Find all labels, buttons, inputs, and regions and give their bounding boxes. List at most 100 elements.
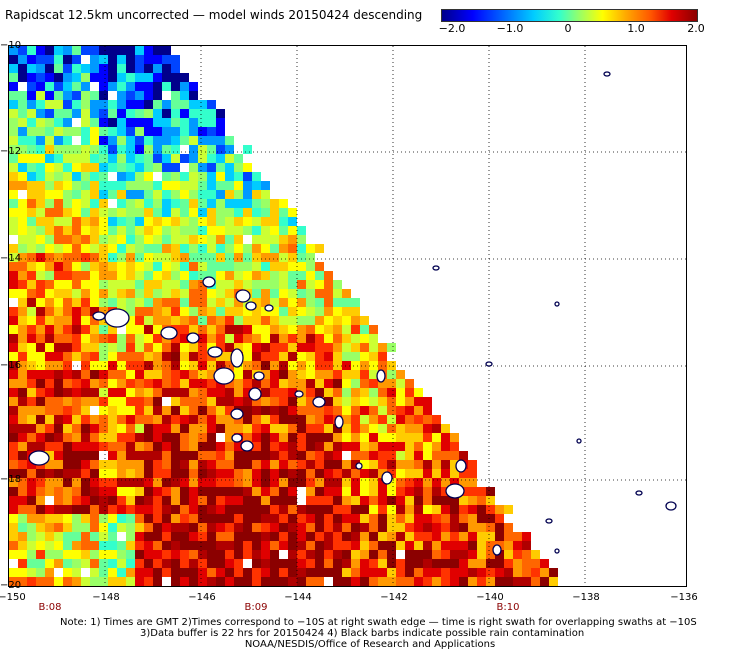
- wind-pixel: [171, 343, 180, 352]
- wind-pixel: [180, 316, 189, 325]
- wind-pixel: [126, 442, 135, 451]
- wind-pixel: [387, 577, 396, 586]
- wind-pixel: [144, 568, 153, 577]
- wind-pixel: [180, 370, 189, 379]
- wind-pixel: [9, 181, 18, 190]
- wind-pixel: [162, 568, 171, 577]
- wind-pixel: [27, 280, 36, 289]
- wind-pixel: [468, 505, 477, 514]
- wind-pixel: [342, 550, 351, 559]
- wind-pixel: [216, 280, 225, 289]
- wind-pixel: [306, 298, 315, 307]
- wind-pixel: [207, 262, 216, 271]
- wind-pixel: [234, 325, 243, 334]
- wind-pixel: [468, 568, 477, 577]
- wind-pixel: [549, 568, 558, 577]
- wind-pixel: [405, 397, 414, 406]
- wind-pixel: [279, 460, 288, 469]
- wind-pixel: [333, 289, 342, 298]
- wind-pixel: [162, 550, 171, 559]
- wind-pixel: [288, 568, 297, 577]
- wind-pixel: [126, 523, 135, 532]
- wind-pixel: [18, 496, 27, 505]
- wind-pixel: [135, 379, 144, 388]
- wind-pixel: [90, 154, 99, 163]
- wind-pixel: [234, 496, 243, 505]
- wind-pixel: [207, 226, 216, 235]
- wind-pixel: [126, 352, 135, 361]
- wind-pixel: [198, 415, 207, 424]
- wind-pixel: [153, 343, 162, 352]
- wind-pixel: [45, 505, 54, 514]
- wind-pixel: [324, 406, 333, 415]
- wind-pixel: [54, 307, 63, 316]
- wind-pixel: [441, 469, 450, 478]
- wind-pixel: [333, 469, 342, 478]
- wind-pixel: [135, 127, 144, 136]
- wind-pixel: [234, 172, 243, 181]
- wind-pixel: [126, 82, 135, 91]
- wind-pixel: [243, 469, 252, 478]
- wind-pixel: [216, 568, 225, 577]
- wind-pixel: [9, 424, 18, 433]
- wind-pixel: [117, 109, 126, 118]
- colorbar-tick: −1.0: [496, 22, 524, 35]
- wind-pixel: [477, 505, 486, 514]
- wind-pixel: [342, 307, 351, 316]
- wind-pixel: [90, 91, 99, 100]
- wind-pixel: [63, 244, 72, 253]
- wind-pixel: [108, 136, 117, 145]
- wind-pixel: [432, 424, 441, 433]
- wind-pixel: [342, 334, 351, 343]
- wind-pixel: [126, 550, 135, 559]
- wind-pixel: [45, 280, 54, 289]
- wind-pixel: [243, 424, 252, 433]
- wind-pixel: [225, 163, 234, 172]
- wind-pixel: [144, 343, 153, 352]
- wind-pixel: [162, 100, 171, 109]
- wind-pixel: [180, 415, 189, 424]
- wind-pixel: [45, 523, 54, 532]
- wind-pixel: [342, 568, 351, 577]
- wind-pixel: [495, 577, 504, 586]
- wind-pixel: [180, 244, 189, 253]
- wind-pixel: [108, 406, 117, 415]
- wind-pixel: [297, 577, 306, 586]
- wind-pixel: [54, 514, 63, 523]
- wind-pixel: [234, 316, 243, 325]
- wind-pixel: [216, 145, 225, 154]
- wind-pixel: [180, 496, 189, 505]
- wind-pixel: [81, 127, 90, 136]
- wind-pixel: [288, 208, 297, 217]
- wind-pixel: [126, 289, 135, 298]
- wind-pixel: [171, 235, 180, 244]
- island-outline: [334, 415, 344, 429]
- wind-pixel: [63, 379, 72, 388]
- wind-pixel: [54, 316, 63, 325]
- wind-pixel: [288, 433, 297, 442]
- wind-pixel: [351, 406, 360, 415]
- wind-pixel: [252, 307, 261, 316]
- wind-pixel: [387, 460, 396, 469]
- wind-pixel: [9, 163, 18, 172]
- wind-pixel: [405, 487, 414, 496]
- wind-pixel: [450, 577, 459, 586]
- wind-pixel: [369, 568, 378, 577]
- wind-pixel: [459, 523, 468, 532]
- wind-pixel: [387, 469, 396, 478]
- wind-pixel: [144, 298, 153, 307]
- wind-pixel: [99, 82, 108, 91]
- wind-pixel: [279, 559, 288, 568]
- wind-pixel: [99, 478, 108, 487]
- wind-pixel: [180, 379, 189, 388]
- wind-pixel: [126, 406, 135, 415]
- wind-pixel: [459, 478, 468, 487]
- wind-pixel: [405, 577, 414, 586]
- wind-pixel: [342, 424, 351, 433]
- wind-pixel: [189, 352, 198, 361]
- wind-pixel: [297, 469, 306, 478]
- wind-pixel: [153, 307, 162, 316]
- wind-pixel: [108, 163, 117, 172]
- wind-pixel: [126, 424, 135, 433]
- wind-pixel: [405, 478, 414, 487]
